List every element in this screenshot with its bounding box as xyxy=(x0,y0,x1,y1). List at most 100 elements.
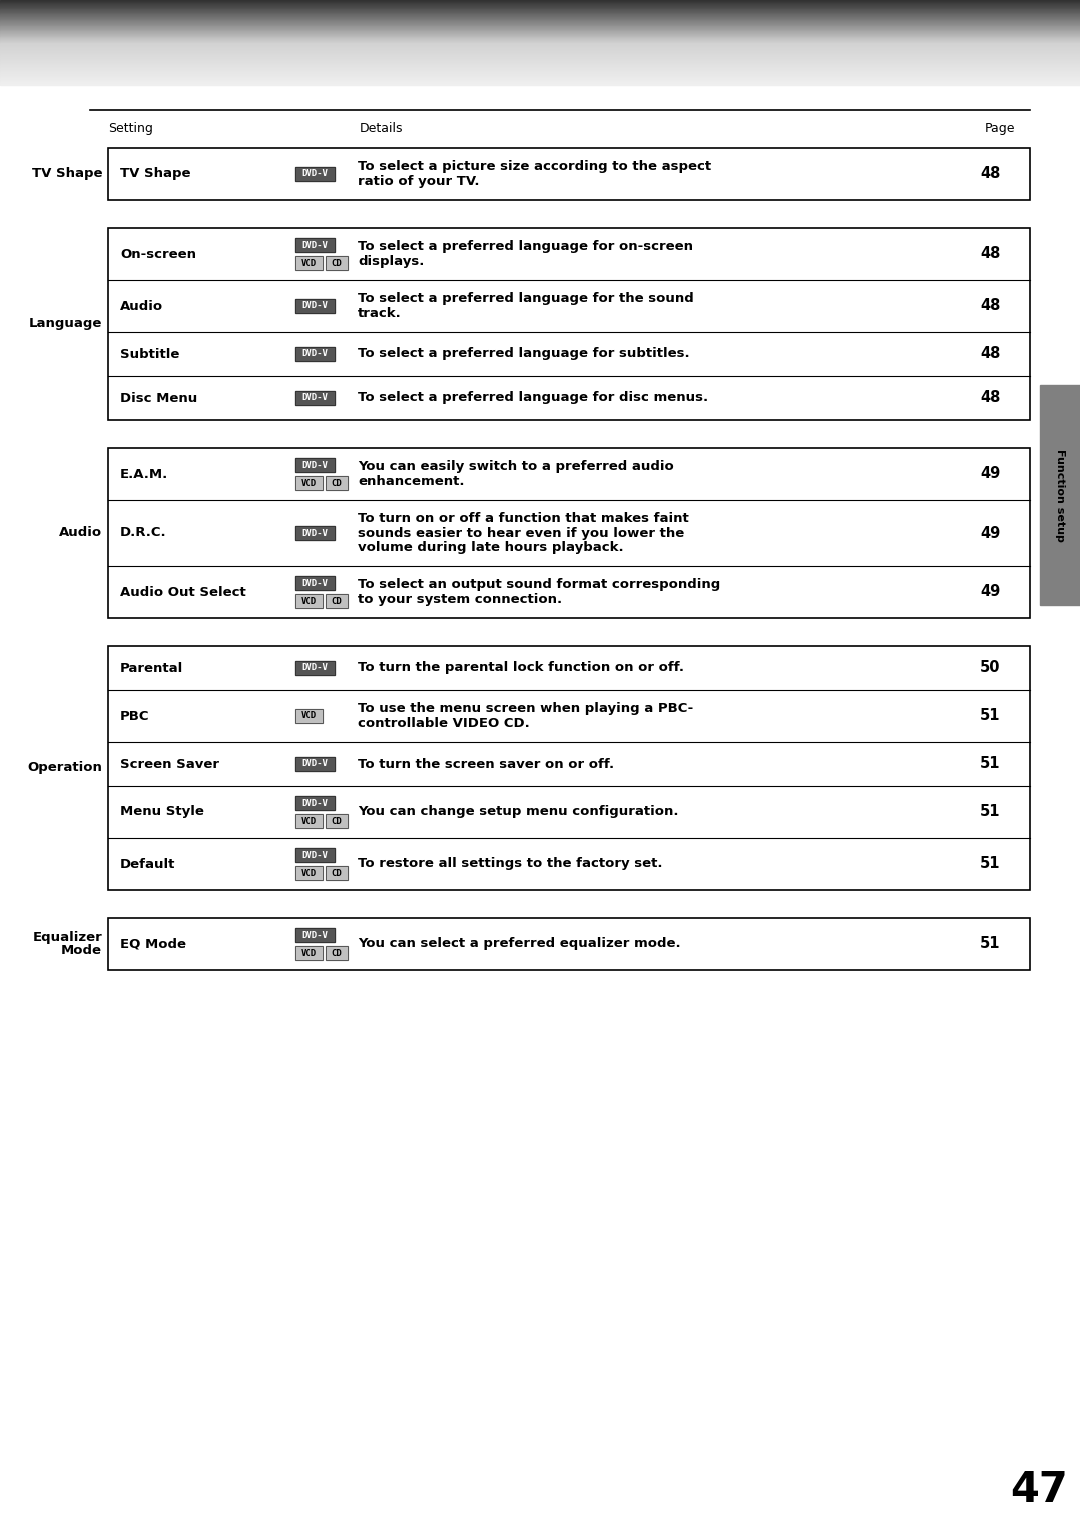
Text: 48: 48 xyxy=(980,247,1000,261)
Text: VCD: VCD xyxy=(301,816,318,826)
Bar xyxy=(295,946,323,960)
Bar xyxy=(295,391,335,404)
Bar xyxy=(295,848,335,862)
Bar xyxy=(295,526,335,540)
Text: DVD-V: DVD-V xyxy=(301,349,328,359)
Text: sounds easier to hear even if you lower the: sounds easier to hear even if you lower … xyxy=(357,526,685,540)
Bar xyxy=(295,946,323,960)
Bar xyxy=(295,299,335,313)
Bar xyxy=(295,458,335,472)
Text: ratio of your TV.: ratio of your TV. xyxy=(357,175,480,188)
Text: DVD-V: DVD-V xyxy=(301,169,328,179)
Text: 50: 50 xyxy=(980,661,1000,676)
Text: Audio: Audio xyxy=(59,526,102,540)
Text: CD: CD xyxy=(332,479,342,487)
Bar xyxy=(295,391,335,404)
Bar xyxy=(295,757,335,771)
Text: D.R.C.: D.R.C. xyxy=(120,526,166,540)
Bar xyxy=(295,575,335,591)
Bar xyxy=(295,299,335,313)
Text: 48: 48 xyxy=(980,299,1000,313)
Text: Equalizer: Equalizer xyxy=(32,931,102,943)
Bar xyxy=(326,594,348,607)
Bar xyxy=(295,710,323,723)
Text: 48: 48 xyxy=(980,346,1000,362)
Bar xyxy=(326,594,348,607)
Text: To restore all settings to the factory set.: To restore all settings to the factory s… xyxy=(357,858,662,870)
Text: Operation: Operation xyxy=(27,761,102,775)
Text: Setting: Setting xyxy=(108,122,153,134)
Text: enhancement.: enhancement. xyxy=(357,475,464,488)
Text: Page: Page xyxy=(985,122,1015,134)
Text: track.: track. xyxy=(357,307,402,320)
Bar xyxy=(108,919,1030,971)
Bar xyxy=(326,865,348,881)
Bar xyxy=(295,256,323,270)
Text: PBC: PBC xyxy=(120,710,149,722)
Bar xyxy=(295,476,323,490)
Text: Audio Out Select: Audio Out Select xyxy=(120,586,246,598)
Text: You can easily switch to a preferred audio: You can easily switch to a preferred aud… xyxy=(357,459,674,473)
Bar xyxy=(295,813,323,829)
Text: CD: CD xyxy=(332,816,342,826)
Text: VCD: VCD xyxy=(301,868,318,877)
Bar xyxy=(326,256,348,270)
Text: To select an output sound format corresponding: To select an output sound format corresp… xyxy=(357,578,720,591)
Bar xyxy=(295,238,335,252)
Bar xyxy=(326,946,348,960)
Bar xyxy=(295,661,335,674)
Bar xyxy=(295,757,335,771)
Bar xyxy=(295,594,323,607)
Text: Subtitle: Subtitle xyxy=(120,348,179,360)
Text: Details: Details xyxy=(360,122,404,134)
Text: TV Shape: TV Shape xyxy=(31,168,102,180)
Bar xyxy=(295,575,335,591)
Bar xyxy=(295,865,323,881)
Text: 49: 49 xyxy=(980,467,1000,482)
Text: To turn the parental lock function on or off.: To turn the parental lock function on or… xyxy=(357,661,684,674)
Text: 49: 49 xyxy=(980,525,1000,540)
Text: VCD: VCD xyxy=(301,258,318,267)
Bar xyxy=(295,526,335,540)
Text: TV Shape: TV Shape xyxy=(120,168,190,180)
Text: CD: CD xyxy=(332,258,342,267)
Text: to your system connection.: to your system connection. xyxy=(357,594,562,606)
Text: E.A.M.: E.A.M. xyxy=(120,467,168,481)
Text: controllable VIDEO CD.: controllable VIDEO CD. xyxy=(357,717,530,729)
Text: Default: Default xyxy=(120,858,175,870)
Bar xyxy=(326,476,348,490)
Bar xyxy=(326,813,348,829)
Text: volume during late hours playback.: volume during late hours playback. xyxy=(357,542,623,554)
Text: DVD-V: DVD-V xyxy=(301,850,328,859)
Bar xyxy=(295,661,335,674)
Text: 51: 51 xyxy=(980,856,1000,871)
Bar xyxy=(108,227,1030,420)
Bar xyxy=(326,476,348,490)
Text: DVD-V: DVD-V xyxy=(301,578,328,588)
Bar xyxy=(295,458,335,472)
Text: DVD-V: DVD-V xyxy=(301,798,328,807)
Text: On-screen: On-screen xyxy=(120,247,195,261)
Bar xyxy=(326,865,348,881)
Text: To turn the screen saver on or off.: To turn the screen saver on or off. xyxy=(357,757,615,771)
Bar xyxy=(1040,385,1080,604)
Bar xyxy=(295,710,323,723)
Text: DVD-V: DVD-V xyxy=(301,394,328,403)
Text: Mode: Mode xyxy=(60,945,102,957)
Bar xyxy=(295,848,335,862)
Text: To select a preferred language for subtitles.: To select a preferred language for subti… xyxy=(357,348,690,360)
Text: 51: 51 xyxy=(980,757,1000,772)
Text: VCD: VCD xyxy=(301,597,318,606)
Bar xyxy=(108,148,1030,200)
Text: To select a picture size according to the aspect: To select a picture size according to th… xyxy=(357,160,711,172)
Text: Disc Menu: Disc Menu xyxy=(120,392,198,404)
Text: DVD-V: DVD-V xyxy=(301,528,328,537)
Bar xyxy=(295,346,335,362)
Text: You can change setup menu configuration.: You can change setup menu configuration. xyxy=(357,806,678,818)
Bar xyxy=(108,449,1030,618)
Bar xyxy=(326,946,348,960)
Bar xyxy=(295,166,335,182)
Text: To select a preferred language for disc menus.: To select a preferred language for disc … xyxy=(357,392,708,404)
Bar xyxy=(295,928,335,942)
Text: To select a preferred language for the sound: To select a preferred language for the s… xyxy=(357,291,693,305)
